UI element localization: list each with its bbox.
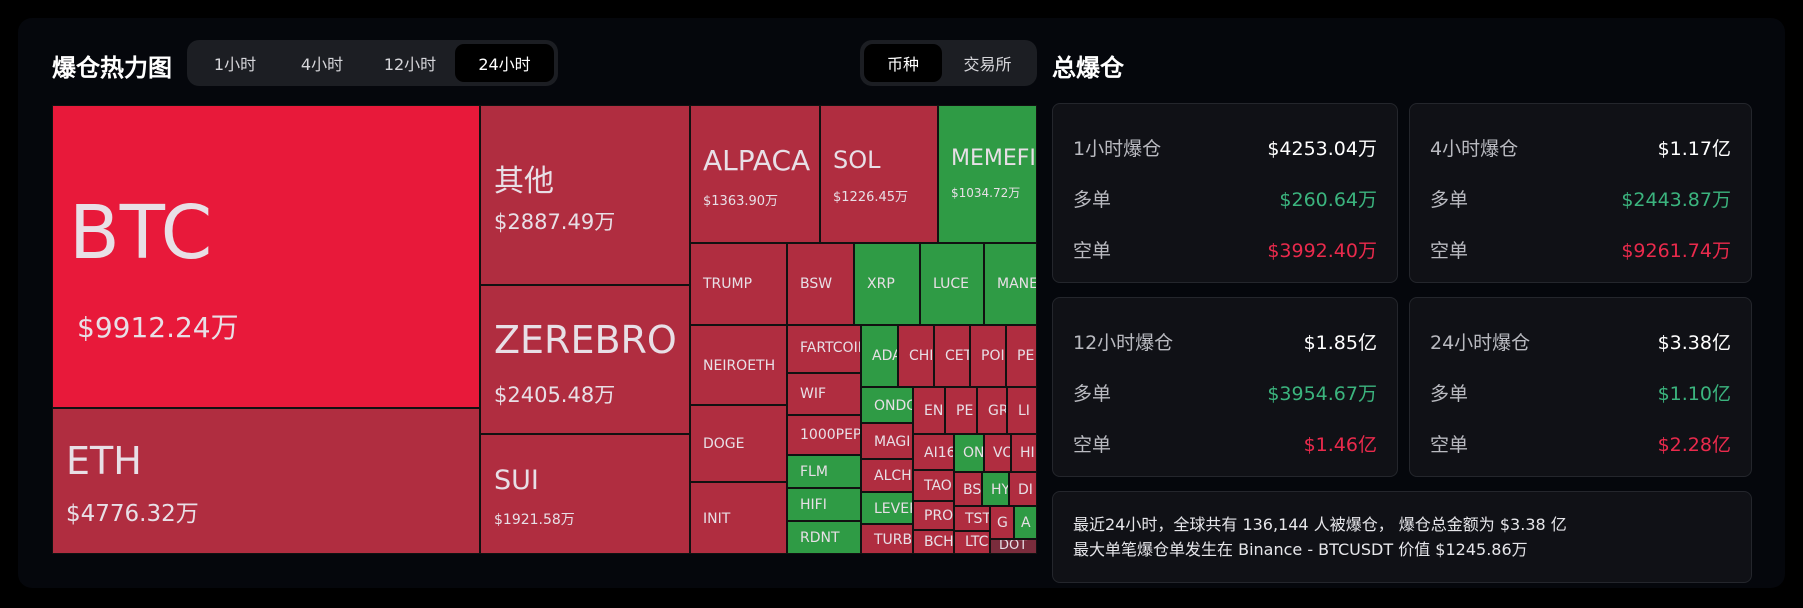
treemap-cell-alpaca[interactable]: ALPACA $1363.90万 bbox=[690, 105, 820, 243]
treemap-cell-pe-2[interactable]: PE bbox=[945, 387, 977, 434]
treemap-cell-hifi[interactable]: HIFI bbox=[787, 488, 861, 521]
treemap-cell-tao[interactable]: TAO bbox=[913, 470, 954, 501]
treemap-cell-fartcoin[interactable]: FARTCOIN bbox=[787, 325, 861, 373]
long-value: $3954.67万 bbox=[1267, 383, 1377, 405]
short-value: $1.46亿 bbox=[1303, 434, 1377, 456]
summary-line-1: 最近24小时，全球共有 136,144 人被爆仓， 爆仓总金额为 $3.38 亿 bbox=[1073, 515, 1567, 534]
treemap-cell-rdnt[interactable]: RDNT bbox=[787, 521, 861, 554]
treemap-cell-en[interactable]: EN bbox=[913, 387, 945, 434]
long-value: $2443.87万 bbox=[1621, 189, 1731, 211]
treemap-cell-init[interactable]: INIT bbox=[690, 482, 787, 554]
tab-4h[interactable]: 4小时 bbox=[300, 55, 344, 74]
treemap-cell-neiroeth[interactable]: NEIROETH bbox=[690, 325, 787, 405]
liquidation-summary: 最近24小时，全球共有 136,144 人被爆仓， 爆仓总金额为 $3.38 亿… bbox=[1052, 491, 1752, 583]
treemap-cell-ondo[interactable]: ONDO bbox=[861, 387, 913, 423]
treemap-cell-memefi[interactable]: MEMEFI $1034.72万 bbox=[938, 105, 1037, 243]
long-label: 多单 bbox=[1430, 189, 1469, 211]
stat-card-1h: 1小时爆仓 $4253.04万 多单 $260.64万 空单 $3992.40万 bbox=[1052, 103, 1398, 283]
long-value: $260.64万 bbox=[1279, 189, 1377, 211]
treemap-cell-ai16[interactable]: AI16 bbox=[913, 434, 954, 470]
short-value: $9261.74万 bbox=[1621, 240, 1731, 262]
treemap-cell-mane[interactable]: MANE bbox=[984, 243, 1037, 325]
stat-total: $4253.04万 bbox=[1267, 138, 1377, 160]
stat-total: $1.17亿 bbox=[1657, 138, 1731, 160]
treemap-cell-xrp[interactable]: XRP bbox=[854, 243, 920, 325]
treemap-cell-1000pepe[interactable]: 1000PEPE bbox=[787, 415, 861, 455]
short-label: 空单 bbox=[1430, 434, 1469, 456]
treemap-cell-pe[interactable]: PE bbox=[1006, 325, 1037, 387]
stat-title: 4小时爆仓 bbox=[1430, 138, 1519, 160]
treemap-cell-sol[interactable]: SOL $1226.45万 bbox=[820, 105, 938, 243]
treemap-cell-zerebro[interactable]: ZEREBRO $2405.48万 bbox=[480, 285, 690, 434]
heatmap-title: 爆仓热力图 bbox=[52, 54, 172, 82]
treemap-cell-pro[interactable]: PRO bbox=[913, 501, 954, 530]
stat-title: 12小时爆仓 bbox=[1073, 332, 1174, 354]
long-label: 多单 bbox=[1430, 383, 1469, 405]
treemap-cell-flm[interactable]: FLM bbox=[787, 455, 861, 488]
treemap-cell-turb[interactable]: TURB bbox=[861, 524, 913, 554]
summary-line-2: 最大单笔爆仓单发生在 Binance - BTCUSDT 价值 $1245.86… bbox=[1073, 540, 1528, 559]
stat-title: 24小时爆仓 bbox=[1430, 332, 1531, 354]
liquidation-treemap: BTC $9912.24万 ETH $4776.32万 其他 $2887.49万… bbox=[52, 105, 1037, 554]
treemap-cell-on[interactable]: ON bbox=[954, 434, 984, 472]
long-value: $1.10亿 bbox=[1657, 383, 1731, 405]
treemap-cell-ada[interactable]: ADA bbox=[861, 325, 898, 387]
long-label: 多单 bbox=[1073, 383, 1112, 405]
treemap-cell-tst[interactable]: TST bbox=[954, 506, 990, 531]
treemap-cell-lever[interactable]: LEVER bbox=[861, 492, 913, 524]
treemap-cell-bsw[interactable]: BSW bbox=[787, 243, 854, 325]
time-range-tabs: 1小时 4小时 12小时 24小时 bbox=[187, 40, 558, 86]
treemap-cell-wif[interactable]: WIF bbox=[787, 373, 861, 415]
treemap-cell-poi[interactable]: POI bbox=[970, 325, 1006, 387]
long-label: 多单 bbox=[1073, 189, 1112, 211]
treemap-cell-vo[interactable]: VO bbox=[984, 434, 1011, 472]
tab-exchange[interactable]: 交易所 bbox=[963, 55, 1012, 74]
treemap-cell-dot[interactable]: DOT bbox=[990, 539, 1037, 554]
short-value: $3992.40万 bbox=[1267, 240, 1377, 262]
stat-title: 1小时爆仓 bbox=[1073, 138, 1162, 160]
short-value: $2.28亿 bbox=[1657, 434, 1731, 456]
treemap-cell-cet[interactable]: CET bbox=[934, 325, 970, 387]
treemap-cell-hi[interactable]: HI bbox=[1011, 434, 1037, 472]
treemap-cell-hy[interactable]: HY bbox=[982, 472, 1009, 506]
treemap-cell-btc[interactable]: BTC $9912.24万 bbox=[52, 105, 480, 408]
treemap-cell-doge[interactable]: DOGE bbox=[690, 405, 787, 482]
treemap-cell-di[interactable]: DI bbox=[1009, 472, 1037, 506]
treemap-cell-sui[interactable]: SUI $1921.58万 bbox=[480, 434, 690, 554]
treemap-cell-eth[interactable]: ETH $4776.32万 bbox=[52, 408, 480, 554]
treemap-cell-bch[interactable]: BCH bbox=[913, 530, 954, 554]
treemap-cell-gr[interactable]: GR bbox=[977, 387, 1007, 434]
short-label: 空单 bbox=[1073, 434, 1112, 456]
treemap-cell-bs[interactable]: BS bbox=[954, 472, 982, 506]
treemap-cell-others[interactable]: 其他 $2887.49万 bbox=[480, 105, 690, 285]
treemap-cell-li[interactable]: LI bbox=[1007, 387, 1037, 434]
stat-total: $3.38亿 bbox=[1657, 332, 1731, 354]
treemap-cell-magi[interactable]: MAGI bbox=[861, 423, 913, 459]
group-by-tabs: 币种 交易所 bbox=[860, 40, 1037, 86]
short-label: 空单 bbox=[1073, 240, 1112, 262]
treemap-cell-a[interactable]: A bbox=[1014, 506, 1037, 539]
treemap-cell-g[interactable]: G bbox=[990, 506, 1014, 539]
treemap-cell-trump[interactable]: TRUMP bbox=[690, 243, 787, 325]
treemap-cell-chi[interactable]: CHI bbox=[898, 325, 934, 387]
tab-coin[interactable]: 币种 bbox=[864, 44, 942, 82]
tab-12h[interactable]: 12小时 bbox=[383, 55, 437, 74]
treemap-cell-alch[interactable]: ALCH bbox=[861, 459, 913, 492]
treemap-cell-luce[interactable]: LUCE bbox=[920, 243, 984, 325]
treemap-cell-ltc[interactable]: LTC bbox=[954, 531, 990, 554]
total-liquidation-title: 总爆仓 bbox=[1052, 54, 1124, 82]
stat-card-4h: 4小时爆仓 $1.17亿 多单 $2443.87万 空单 $9261.74万 bbox=[1409, 103, 1752, 283]
stat-card-12h: 12小时爆仓 $1.85亿 多单 $3954.67万 空单 $1.46亿 bbox=[1052, 297, 1398, 477]
tab-1h[interactable]: 1小时 bbox=[213, 55, 257, 74]
short-label: 空单 bbox=[1430, 240, 1469, 262]
stat-total: $1.85亿 bbox=[1303, 332, 1377, 354]
stat-card-24h: 24小时爆仓 $3.38亿 多单 $1.10亿 空单 $2.28亿 bbox=[1409, 297, 1752, 477]
tab-24h[interactable]: 24小时 bbox=[455, 44, 554, 82]
